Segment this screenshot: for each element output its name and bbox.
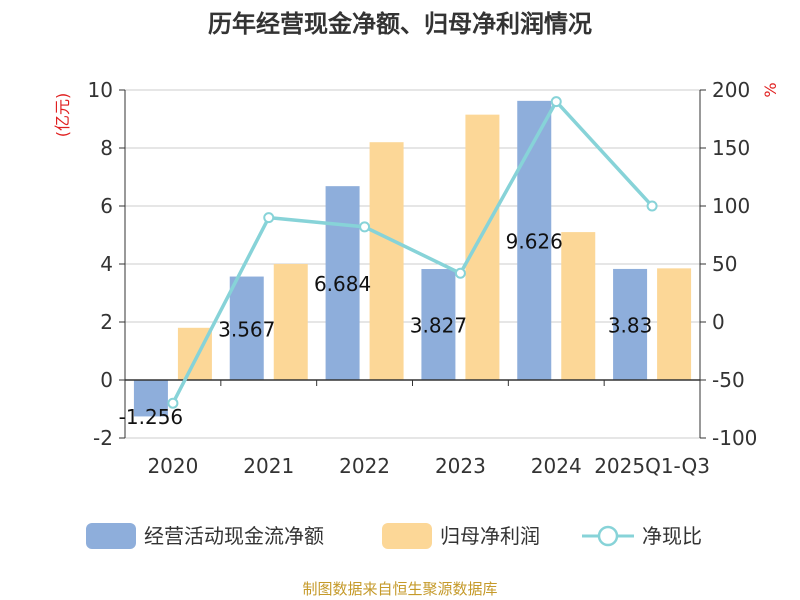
category-label: 2023 (435, 454, 486, 478)
bar-cashflow (421, 269, 456, 380)
left-tick-label: 2 (100, 310, 113, 334)
source-note: 制图数据来自恒生聚源数据库 (302, 580, 497, 598)
bar-profit (273, 264, 308, 380)
ratio-point (263, 212, 275, 224)
right-tick-label: -100 (712, 426, 757, 450)
right-tick-label: 0 (712, 310, 725, 334)
category-label: 2020 (147, 454, 198, 478)
category-label: 2022 (339, 454, 390, 478)
category-label: 2024 (531, 454, 582, 478)
legend-label: 归母净利润 (440, 524, 540, 548)
legend-swatch (86, 523, 136, 549)
ratio-point (550, 96, 562, 108)
right-tick-label: 150 (712, 136, 750, 160)
bar-value-label: 3.567 (218, 317, 275, 341)
bar-value-label: -1.256 (119, 405, 183, 429)
bar-profit (465, 114, 500, 381)
bar-cashflow (613, 268, 648, 380)
bar-profit (561, 232, 596, 380)
bar-value-label: 6.684 (314, 272, 371, 296)
left-tick-label: 4 (100, 252, 113, 276)
bar-cashflow (133, 380, 168, 417)
right-tick-label: 100 (712, 194, 750, 218)
category-label: 2021 (243, 454, 294, 478)
bar-profit (657, 268, 692, 380)
ratio-point (454, 267, 466, 279)
bar-value-label: 3.83 (608, 313, 653, 337)
left-tick-label: 0 (100, 368, 113, 392)
ratio-point (167, 397, 179, 409)
left-tick-label: 6 (100, 194, 113, 218)
legend-label: 经营活动现金流净额 (144, 524, 324, 548)
ratio-point (359, 221, 371, 233)
category-label: 2025Q1-Q3 (594, 454, 710, 478)
legend-label: 净现比 (642, 524, 702, 548)
right-tick-label: 50 (712, 252, 737, 276)
right-tick-label: 200 (712, 78, 750, 102)
legend-swatch-marker (597, 525, 619, 547)
bar-value-label: 9.626 (506, 229, 563, 253)
ratio-point (646, 200, 658, 212)
bar-cashflow (325, 186, 360, 380)
left-tick-label: 8 (100, 136, 113, 160)
bar-profit (369, 142, 404, 380)
left-tick-label: 10 (88, 78, 113, 102)
chart-title: 历年经营现金净额、归母净利润情况 (208, 10, 592, 38)
bar-cashflow (517, 100, 552, 380)
bar-value-label: 3.827 (410, 314, 467, 338)
bar-cashflow (229, 276, 264, 380)
legend-swatch (382, 523, 432, 549)
left-axis-unit: (亿元) (53, 93, 72, 138)
right-axis-unit: % (761, 82, 780, 97)
right-tick-label: -50 (712, 368, 745, 392)
ratio-line (171, 98, 654, 405)
left-tick-label: -2 (93, 426, 113, 450)
